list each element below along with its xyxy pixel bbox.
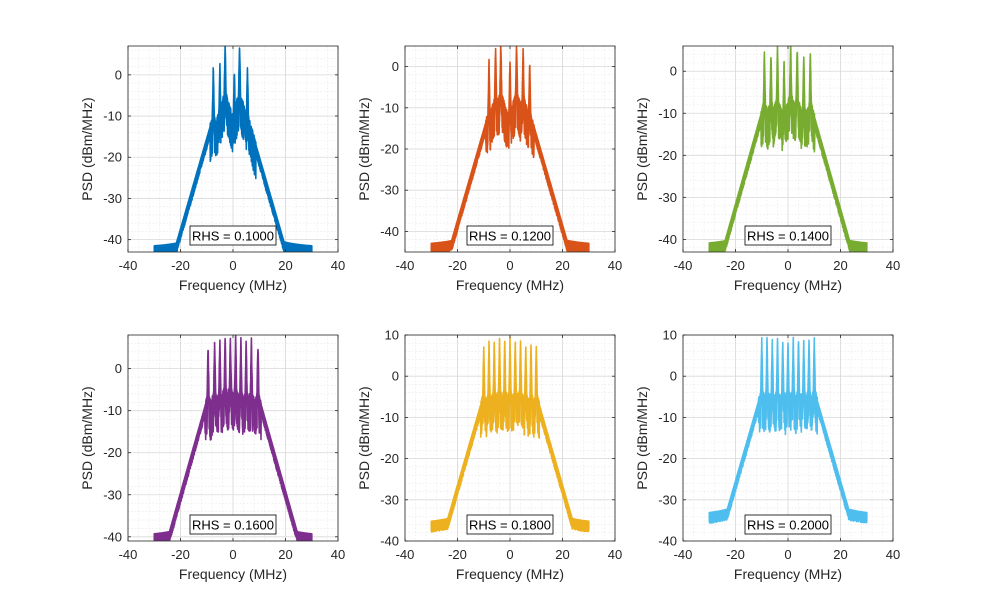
x-tick-label: 20 bbox=[833, 258, 847, 273]
y-tick-label: -30 bbox=[103, 487, 122, 502]
y-tick-label: -20 bbox=[103, 150, 122, 165]
rhs-annotation-text: RHS = 0.1600 bbox=[192, 518, 274, 533]
x-axis-label: Frequency (MHz) bbox=[456, 277, 564, 293]
rhs-annotation-text: RHS = 0.1800 bbox=[469, 518, 551, 533]
x-tick-label: -40 bbox=[674, 547, 693, 562]
x-tick-label: 40 bbox=[331, 258, 345, 273]
series-line bbox=[153, 335, 313, 541]
y-tick-label: -20 bbox=[658, 451, 677, 466]
x-axis-label: Frequency (MHz) bbox=[456, 566, 564, 582]
x-tick-label: 40 bbox=[608, 258, 622, 273]
y-tick-label: -10 bbox=[103, 403, 122, 418]
rhs-annotation-box bbox=[466, 514, 554, 535]
x-axis-label: Frequency (MHz) bbox=[734, 566, 842, 582]
rhs-annotation-text: RHS = 0.2000 bbox=[747, 518, 829, 533]
x-tick-label: -20 bbox=[726, 258, 745, 273]
y-tick-label: -20 bbox=[658, 148, 677, 163]
y-tick-label: 10 bbox=[663, 328, 677, 343]
y-tick-label: -10 bbox=[380, 100, 399, 115]
y-tick-label: 0 bbox=[670, 369, 677, 384]
y-tick-label: -40 bbox=[380, 224, 399, 239]
x-tick-label: 0 bbox=[506, 258, 513, 273]
y-axis-label: PSD (dBm/MHz) bbox=[79, 386, 95, 489]
y-tick-label: 0 bbox=[115, 361, 122, 376]
series-line bbox=[153, 46, 313, 252]
y-tick-label: -20 bbox=[380, 142, 399, 157]
x-tick-label: 40 bbox=[886, 258, 900, 273]
y-axis-label: PSD (dBm/MHz) bbox=[356, 97, 372, 200]
x-tick-label: 0 bbox=[784, 547, 791, 562]
x-tick-label: -40 bbox=[396, 547, 415, 562]
y-tick-label: -40 bbox=[380, 534, 399, 549]
y-tick-label: -20 bbox=[380, 451, 399, 466]
x-tick-label: 0 bbox=[784, 258, 791, 273]
x-tick-label: 20 bbox=[833, 547, 847, 562]
x-tick-label: 0 bbox=[506, 547, 513, 562]
x-tick-label: 40 bbox=[331, 547, 345, 562]
rhs-annotation-box bbox=[189, 225, 277, 246]
rhs-annotation-text: RHS = 0.1000 bbox=[192, 229, 274, 244]
x-tick-label: 20 bbox=[555, 547, 569, 562]
x-tick-label: -20 bbox=[171, 547, 190, 562]
x-tick-label: 20 bbox=[278, 258, 292, 273]
subplot-2: -40 -20 0 20 40 -40 -30 -20 -10 0 Frequency (MHz) P… bbox=[356, 45, 622, 293]
y-axis-label: PSD (dBm/MHz) bbox=[79, 97, 95, 200]
x-tick-label: -20 bbox=[726, 547, 745, 562]
x-tick-label: 40 bbox=[886, 547, 900, 562]
y-tick-label: -10 bbox=[103, 109, 122, 124]
x-axis-label: Frequency (MHz) bbox=[179, 566, 287, 582]
x-tick-label: -40 bbox=[119, 258, 138, 273]
y-axis-label: PSD (dBm/MHz) bbox=[356, 386, 372, 489]
rhs-annotation-box bbox=[189, 514, 277, 535]
subplot-4: -40 -20 0 20 40 -40 -30 -20 -10 0 Frequency (MHz) P… bbox=[79, 334, 345, 582]
x-tick-label: 0 bbox=[229, 258, 236, 273]
y-tick-label: -40 bbox=[103, 529, 122, 544]
x-axis-label: Frequency (MHz) bbox=[734, 277, 842, 293]
subplot-6: -40 -20 0 20 40 -40 -30 -20 -10 0 10 Frequency (MHz… bbox=[634, 328, 900, 583]
subplot-1: -40 -20 0 20 40 -40 -30 -20 -10 0 Frequency (MHz) P… bbox=[79, 45, 345, 293]
rhs-annotation-text: RHS = 0.1200 bbox=[469, 229, 551, 244]
y-axis-label: PSD (dBm/MHz) bbox=[634, 97, 650, 200]
y-tick-label: -30 bbox=[380, 492, 399, 507]
rhs-annotation-box bbox=[744, 514, 832, 535]
y-tick-label: -30 bbox=[658, 190, 677, 205]
y-tick-label: -30 bbox=[658, 492, 677, 507]
rhs-annotation-text: RHS = 0.1400 bbox=[747, 229, 829, 244]
y-tick-label: -20 bbox=[103, 445, 122, 460]
y-tick-label: 0 bbox=[670, 64, 677, 79]
series-line bbox=[708, 336, 868, 524]
x-axis-label: Frequency (MHz) bbox=[179, 277, 287, 293]
x-tick-label: -20 bbox=[448, 258, 467, 273]
x-tick-label: 40 bbox=[608, 547, 622, 562]
y-tick-label: 0 bbox=[392, 369, 399, 384]
y-tick-label: 0 bbox=[115, 67, 122, 82]
y-axis-label: PSD (dBm/MHz) bbox=[634, 386, 650, 489]
x-tick-label: -40 bbox=[119, 547, 138, 562]
x-tick-label: 0 bbox=[229, 547, 236, 562]
x-tick-label: 20 bbox=[555, 258, 569, 273]
x-tick-label: -40 bbox=[674, 258, 693, 273]
x-tick-label: -40 bbox=[396, 258, 415, 273]
rhs-annotation-box bbox=[466, 225, 554, 246]
x-tick-label: -20 bbox=[171, 258, 190, 273]
y-tick-label: -10 bbox=[380, 410, 399, 425]
y-tick-label: -40 bbox=[658, 534, 677, 549]
y-tick-label: 10 bbox=[385, 328, 399, 343]
y-tick-label: -30 bbox=[380, 183, 399, 198]
subplot-5: -40 -20 0 20 40 -40 -30 -20 -10 0 10 Frequency (MHz… bbox=[356, 328, 622, 583]
y-tick-label: -40 bbox=[658, 232, 677, 247]
y-tick-label: -30 bbox=[103, 191, 122, 206]
series-line bbox=[430, 46, 590, 252]
y-tick-label: 0 bbox=[392, 59, 399, 74]
subplot-3: -40 -20 0 20 40 -40 -30 -20 -10 0 Frequency (MHz) P… bbox=[634, 45, 900, 293]
y-tick-label: -10 bbox=[658, 106, 677, 121]
rhs-annotation-box bbox=[744, 225, 832, 246]
y-tick-label: -40 bbox=[103, 232, 122, 247]
x-tick-label: -20 bbox=[448, 547, 467, 562]
series-line bbox=[430, 336, 590, 533]
x-tick-label: 20 bbox=[278, 547, 292, 562]
y-tick-label: -10 bbox=[658, 410, 677, 425]
